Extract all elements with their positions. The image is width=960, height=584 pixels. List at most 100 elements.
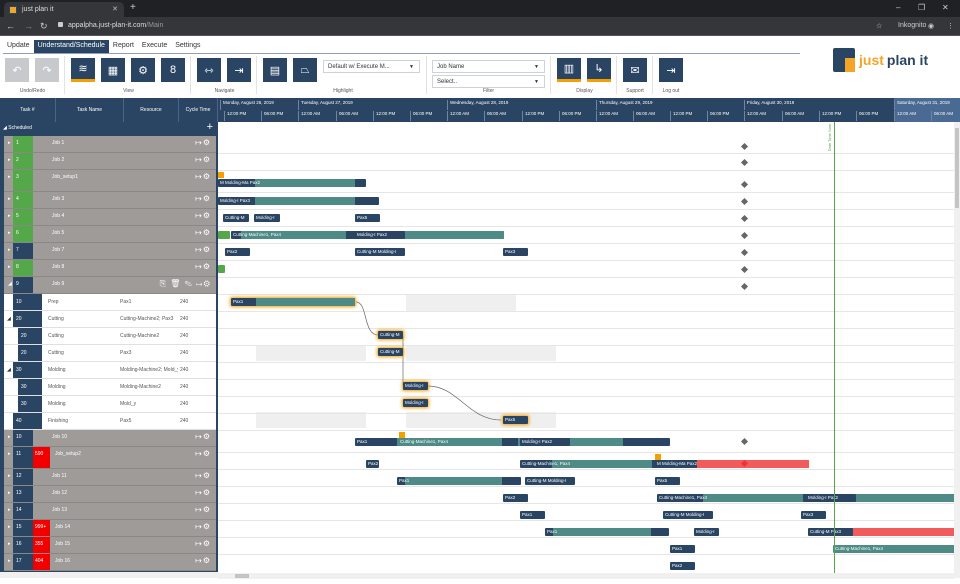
col-cycle-time[interactable]: Cycle Time [179,98,218,122]
job-row[interactable]: ▸ 4 Job 3 ↦⚙ [4,192,216,209]
menu-understand-schedule[interactable]: Understand/Schedule [33,40,109,53]
forklift-view-button[interactable]: ⚙ [131,58,155,82]
gantt-bar[interactable]: Pax3 [503,248,528,256]
gantt-bar[interactable]: Pax2 [670,562,695,570]
layers-view-button[interactable]: ≋ [71,58,95,82]
subtask-row[interactable]: 10 Prep Pax1 240 [4,294,216,311]
gantt-bar[interactable]: Pax1 [397,477,521,485]
add-icon[interactable]: + [206,121,213,133]
subtask-row[interactable]: 20 Cutting Pax3 240 [4,345,216,362]
gantt-bar-highlighted[interactable]: Cutting-M [378,331,403,339]
gantt-bar[interactable]: Pax2 [225,248,250,256]
forward-icon[interactable]: → [24,21,33,31]
calendar-view-button[interactable]: 8 [161,58,185,82]
highlight-panel-button[interactable]: ▤ [263,58,287,82]
gantt-bar[interactable]: Pax1 [670,545,695,553]
gantt-bar-progress[interactable] [218,265,225,273]
job-row[interactable]: ▸ 12 Job 11 ↦⚙ [4,469,216,486]
close-window-button[interactable]: ✕ [942,3,949,12]
job-row[interactable]: ▸ 16 355 Job 15 ↦⚙ [4,537,216,554]
gantt-bar[interactable]: Pax1 [545,528,669,536]
gantt-bar[interactable]: Pax3 [801,511,826,519]
gantt-bar[interactable]: Molding-I Pax2 [520,438,570,446]
undo-button[interactable]: ↶ [5,58,29,82]
gantt-bar[interactable]: M Molding-Ma Pax2 [655,460,697,468]
subtask-row[interactable]: 30 Molding Molding-Machine2 240 [4,379,216,396]
gantt-bar-progress[interactable] [218,231,230,239]
gantt-bar-highlighted[interactable]: Pax1 [231,298,355,306]
job-row[interactable]: ▸ 2 Job 2 ↦⚙ [4,153,216,170]
horizontal-scroll-thumb[interactable] [235,574,249,578]
col-resource[interactable]: Resource [124,98,179,122]
expand-navigate-button[interactable]: ⇿ [197,58,221,82]
grid-horizontal-scrollbar[interactable] [0,572,218,578]
minimize-button[interactable]: – [896,3,901,12]
highlight-shape-button[interactable]: ⏢ [293,58,317,82]
job-row[interactable]: ▸ 5 Job 4 ↦⚙ [4,209,216,226]
gantt-bar[interactable]: Cutting-M Pax3 [808,528,853,536]
display-columns-button[interactable]: ▥ [557,58,581,82]
logout-button[interactable]: ⇥ [659,58,683,82]
gantt-bar[interactable]: Pax2 [366,460,379,468]
gantt-bar[interactable]: Cutting-M Molding-I [355,248,405,256]
support-button[interactable]: ✉ [623,58,647,82]
late-bar[interactable] [835,528,960,536]
restore-button[interactable]: ❐ [918,3,926,12]
gantt-bar-highlighted[interactable]: Cutting-M [378,348,403,356]
job-row[interactable]: ▸ 1 Job 1 ↦⚙ [4,136,216,153]
menu-update[interactable]: Update [7,42,30,49]
subtask-row[interactable]: 20 Cutting Cutting-Machine2 240 [4,328,216,345]
close-tab-icon[interactable]: ✕ [112,6,118,13]
gantt-bar[interactable]: Cutting-Machine1, Pax4 [520,460,700,468]
gantt-bar[interactable]: Cutting-M [223,214,249,222]
url-field[interactable]: appalpha.just-plan-it.com/Main [58,22,163,29]
job-row[interactable]: ▸ 3 Job_setup1 ↦⚙ [4,170,216,192]
bookmark-star-icon[interactable]: ☆ [876,23,883,30]
gantt-bar[interactable]: Cutting-M Molding-I [525,477,575,485]
job-row[interactable]: ▸ 11 590 Job_setup2 ↦⚙ [4,447,216,469]
gantt-bar[interactable]: Molding-I [694,528,719,536]
gantt-bar[interactable]: Molding-I [254,214,280,222]
gantt-bar[interactable]: Cutting-Machine1, Pax4 [833,545,960,553]
group-scheduled[interactable]: ◢ Scheduled + [3,121,213,133]
late-bar[interactable] [697,460,809,468]
gantt-bar[interactable]: Pax1 [355,438,670,446]
horizontal-scrollbar[interactable] [218,573,954,579]
gantt-bar[interactable]: Molding-I Pax3 [218,197,379,205]
job-row[interactable]: ▸ 17 404 Job 16 ↦⚙ [4,554,216,571]
job-row[interactable]: ▸ 7 Job 7 ↦⚙ [4,243,216,260]
browser-tab[interactable]: just plan it ✕ [4,2,124,17]
highlight-select[interactable]: Default w/ Execute M... ▼ [323,60,420,73]
redo-button[interactable]: ↷ [35,58,59,82]
gantt-bar-highlighted[interactable]: Pax5 [503,416,528,424]
gantt-bar[interactable]: M Molding-Ma Pax2 [218,179,366,187]
new-tab-button[interactable]: + [130,2,136,13]
gantt-bar-highlighted[interactable]: Molding-I [403,399,428,407]
gantt-bar[interactable]: Molding-I Pax2 [355,231,405,239]
resource-view-button[interactable]: ▦ [101,58,125,82]
subtask-row[interactable]: ◢ 20 Cutting Cutting-Machine2; Pax3 240 [4,311,216,328]
job-row[interactable]: ▸ 8 Job 8 ↦⚙ [4,260,216,277]
subtask-row[interactable]: 40 Finishing Pax5 240 [4,413,216,430]
job-row-expanded[interactable]: ◢ 9 Job 9 ⎘ 🗑 ✎ ↦⚙ [4,277,216,294]
col-task-name[interactable]: Task Name [56,98,124,122]
job-row[interactable]: ▸ 10 Job 10 ↦⚙ [4,430,216,447]
back-icon[interactable]: ← [6,21,15,31]
gantt-bar[interactable]: Pax5 [355,214,380,222]
subtask-row[interactable]: ◢ 30 Molding Molding-Machine2; Mold_y 240 [4,362,216,379]
collapse-navigate-button[interactable]: ⇥ [227,58,251,82]
gantt-bar[interactable]: Molding-I Pax2 [806,494,856,502]
menu-execute[interactable]: Execute [141,42,168,49]
filter-value-select[interactable]: Select.. ▼ [432,75,545,88]
gantt-bar-highlighted[interactable]: Molding-I [403,382,428,390]
browser-menu-icon[interactable]: ⋮ [947,23,954,30]
gantt-bar[interactable]: Pax5 [655,477,680,485]
gantt-bar[interactable]: Cutting-M Molding-I [663,511,713,519]
job-row[interactable]: ▸ 13 Job 12 ↦⚙ [4,486,216,503]
job-row[interactable]: ▸ 15 999+ Job 14 ↦⚙ [4,520,216,537]
vertical-scroll-thumb[interactable] [955,128,959,208]
menu-settings[interactable]: Settings [175,42,201,49]
job-row[interactable]: ▸ 6 Job 5 ↦⚙ [4,226,216,243]
gantt-bar[interactable]: Pax1 [520,511,545,519]
menu-report[interactable]: Report [112,42,134,49]
